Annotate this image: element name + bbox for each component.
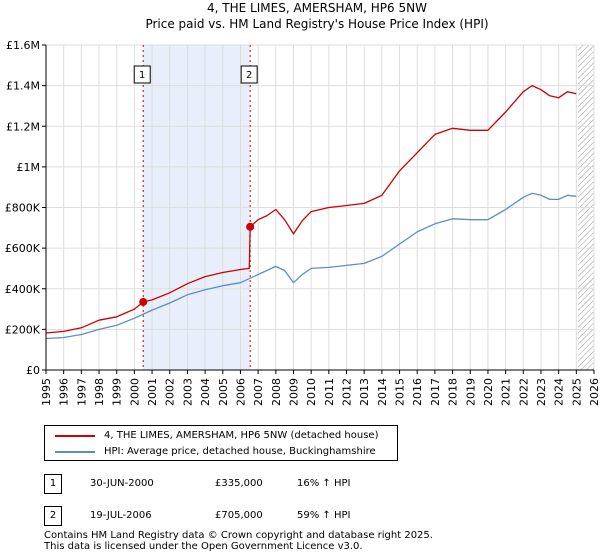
sale-badge: 1 <box>44 474 62 494</box>
sale-point <box>139 297 148 306</box>
x-tick-label: 2001 <box>146 378 159 406</box>
x-tick-label: 2019 <box>464 378 477 406</box>
x-tick-label: 2006 <box>234 378 247 406</box>
footer: Contains HM Land Registry data © Crown c… <box>44 530 433 552</box>
sale-hpi-change: 59% ↑ HPI <box>297 510 351 521</box>
x-tick-label: 2003 <box>181 378 194 406</box>
x-tick-label: 2020 <box>482 378 495 406</box>
sale-price: £335,000 <box>215 478 263 489</box>
y-tick-label: £1.4M <box>6 80 40 93</box>
x-tick-label: 1995 <box>40 378 53 406</box>
sale-label-box <box>240 65 258 84</box>
x-tick-label: 1998 <box>93 378 106 406</box>
x-tick-label: 2008 <box>270 378 283 406</box>
y-tick-label: £200K <box>5 323 41 336</box>
x-tick-label: 2012 <box>341 378 354 406</box>
y-tick-label: £1.2M <box>6 120 40 133</box>
x-tick-label: 2024 <box>553 378 566 406</box>
x-tick-label: 2002 <box>164 378 177 406</box>
x-tick-label: 1996 <box>58 378 71 406</box>
x-tick-label: 1997 <box>75 378 88 406</box>
price-chart: 4, THE LIMES, AMERSHAM, HP6 5NW Price pa… <box>5 1 600 406</box>
x-tick-label: 2018 <box>447 378 460 406</box>
sale-label-box <box>133 65 151 84</box>
y-tick-label: £600K <box>5 242 41 255</box>
x-tick-label: 2017 <box>429 378 442 406</box>
series-line <box>45 192 577 340</box>
footer-licence: This data is licensed under the Open Gov… <box>44 541 363 552</box>
legend-label-hpi: HPI: Average price, detached house, Buck… <box>104 446 376 457</box>
sale-label-text: 1 <box>139 70 145 81</box>
sale-price: £705,000 <box>215 510 263 521</box>
x-tick-label: 2010 <box>305 378 318 406</box>
x-tick-label: 2005 <box>217 378 230 406</box>
x-tick-label: 2009 <box>287 378 300 406</box>
x-tick-label: 2000 <box>128 378 141 406</box>
x-tick-label: 1999 <box>111 378 124 406</box>
x-tick-label: 2013 <box>358 378 371 406</box>
legend: 4, THE LIMES, AMERSHAM, HP6 5NW (detache… <box>44 425 398 461</box>
x-tick-label: 2025 <box>570 378 583 406</box>
y-tick-label: £1M <box>17 161 41 174</box>
legend-label-property: 4, THE LIMES, AMERSHAM, HP6 5NW (detache… <box>104 430 379 441</box>
y-tick-label: £800K <box>5 202 41 215</box>
x-tick-label: 2004 <box>199 378 212 406</box>
x-tick-label: 2015 <box>394 378 407 406</box>
x-tick-label: 2014 <box>376 378 389 406</box>
sale-badge: 2 <box>44 506 62 526</box>
legend-swatch-property <box>55 435 95 437</box>
sale-point <box>246 222 255 231</box>
y-tick-label: £1.6M <box>6 39 40 52</box>
legend-swatch-hpi <box>55 451 95 453</box>
y-tick-label: £0 <box>26 364 40 377</box>
x-tick-label: 2023 <box>535 378 548 406</box>
x-tick-label: 2022 <box>517 378 530 406</box>
sale-date: 19-JUL-2006 <box>90 510 152 521</box>
y-tick-label: £400K <box>5 283 41 296</box>
chart-title: 4, THE LIMES, AMERSHAM, HP6 5NW <box>207 1 427 15</box>
series-line <box>45 84 577 334</box>
sale-label-text: 2 <box>246 70 252 81</box>
x-tick-label: 2026 <box>588 378 600 406</box>
footer-copyright: Contains HM Land Registry data © Crown c… <box>44 530 433 541</box>
sale-hpi-change: 16% ↑ HPI <box>297 478 351 489</box>
x-tick-label: 2016 <box>411 378 424 406</box>
x-tick-label: 2007 <box>252 378 265 406</box>
x-tick-label: 2021 <box>500 378 513 406</box>
sale-date: 30-JUN-2000 <box>90 478 154 489</box>
chart-subtitle: Price paid vs. HM Land Registry's House … <box>145 17 488 31</box>
x-tick-label: 2011 <box>323 378 336 406</box>
